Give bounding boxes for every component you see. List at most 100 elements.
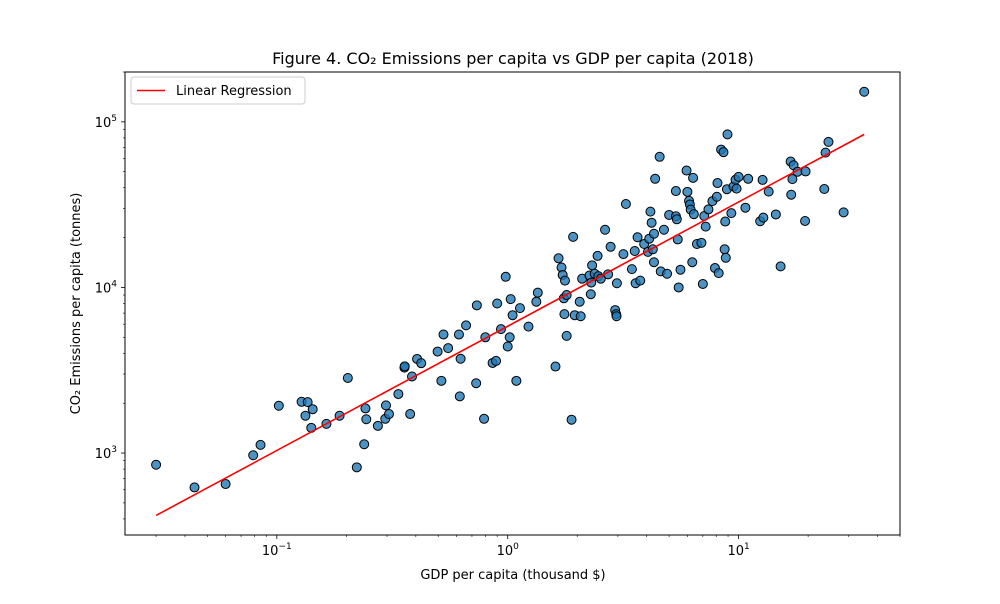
data-point [673, 282, 684, 293]
data-point [531, 296, 542, 307]
data-point [719, 244, 730, 255]
data-point [720, 216, 731, 227]
data-point [574, 296, 585, 307]
data-point [658, 224, 669, 235]
data-point [502, 341, 513, 352]
y-axis-label: CO₂ Emissions per capita (tonnes) [69, 193, 84, 415]
data-point [859, 86, 870, 97]
data-point [383, 409, 394, 420]
data-point [492, 298, 503, 309]
x-tick-label: 100 [497, 542, 520, 559]
data-point [359, 439, 370, 450]
data-point [151, 459, 162, 470]
data-point [461, 320, 472, 331]
data-point [635, 275, 646, 286]
data-point [787, 174, 798, 185]
data-point [645, 206, 656, 217]
legend-box [130, 76, 306, 105]
data-point [711, 191, 722, 202]
data-point [416, 358, 427, 369]
data-point [823, 136, 834, 147]
data-point [393, 389, 404, 400]
data-point [688, 172, 699, 183]
data-point [550, 361, 561, 372]
data-point [800, 166, 811, 177]
x-tick-label: 101 [727, 542, 749, 559]
data-point [523, 321, 534, 332]
data-point [611, 311, 622, 322]
data-point [681, 165, 692, 176]
data-point [380, 400, 391, 411]
data-point [648, 257, 659, 268]
data-point [675, 264, 686, 275]
data-point [361, 414, 372, 425]
data-point [770, 209, 781, 220]
data-point [620, 199, 631, 210]
data-point [479, 413, 490, 424]
data-point [712, 178, 723, 189]
data-point [648, 228, 659, 239]
legend: Linear Regression [130, 76, 306, 105]
data-point [189, 482, 200, 493]
data-point [553, 253, 564, 264]
data-point [505, 294, 516, 305]
data-point [399, 361, 410, 372]
data-point [670, 186, 681, 197]
data-point [618, 249, 629, 260]
data-point [255, 439, 266, 450]
data-point [511, 375, 522, 386]
data-point [629, 246, 640, 256]
data-point [443, 343, 454, 354]
data-point [819, 184, 830, 195]
data-point [300, 410, 311, 421]
data-point [453, 329, 464, 340]
data-point [568, 231, 579, 242]
chart-title: Figure 4. CO₂ Emissions per capita vs GD… [272, 49, 754, 68]
data-point [514, 303, 525, 314]
data-point [720, 252, 731, 263]
data-point [726, 208, 737, 219]
data-point [307, 404, 318, 415]
data-point [611, 278, 622, 289]
data-point [758, 212, 769, 223]
data-point [662, 268, 673, 279]
data-point [713, 268, 724, 279]
data-point [733, 171, 744, 182]
data-point [696, 237, 707, 248]
data-point [722, 129, 733, 140]
data-point [491, 355, 502, 366]
data-point [302, 397, 313, 408]
data-point [688, 209, 699, 220]
y-tick-label: 104 [95, 279, 118, 296]
data-point [561, 330, 572, 341]
points-layer [151, 86, 870, 493]
data-point [775, 261, 786, 272]
data-point [592, 250, 603, 261]
data-point [632, 232, 643, 243]
data-point [838, 207, 849, 218]
x-tick-label: 10−1 [262, 542, 292, 559]
data-point [342, 372, 353, 383]
data-point [436, 375, 447, 386]
data-point [455, 353, 466, 364]
data-point [743, 173, 754, 184]
data-point [757, 174, 768, 185]
data-point [504, 332, 515, 343]
data-point [372, 420, 383, 431]
data-point [454, 391, 465, 402]
data-point [786, 189, 797, 200]
data-point [507, 310, 518, 321]
x-axis-label: GDP per capita (thousand $) [420, 568, 605, 583]
data-point [360, 403, 371, 414]
data-point [718, 147, 729, 158]
y-tick-label: 105 [95, 114, 117, 131]
data-point [585, 289, 596, 300]
data-point [697, 278, 708, 289]
regression-layer [155, 133, 865, 517]
data-point [687, 257, 698, 268]
data-point [432, 346, 443, 357]
legend-label: Linear Regression [176, 84, 292, 99]
data-point [566, 414, 577, 425]
